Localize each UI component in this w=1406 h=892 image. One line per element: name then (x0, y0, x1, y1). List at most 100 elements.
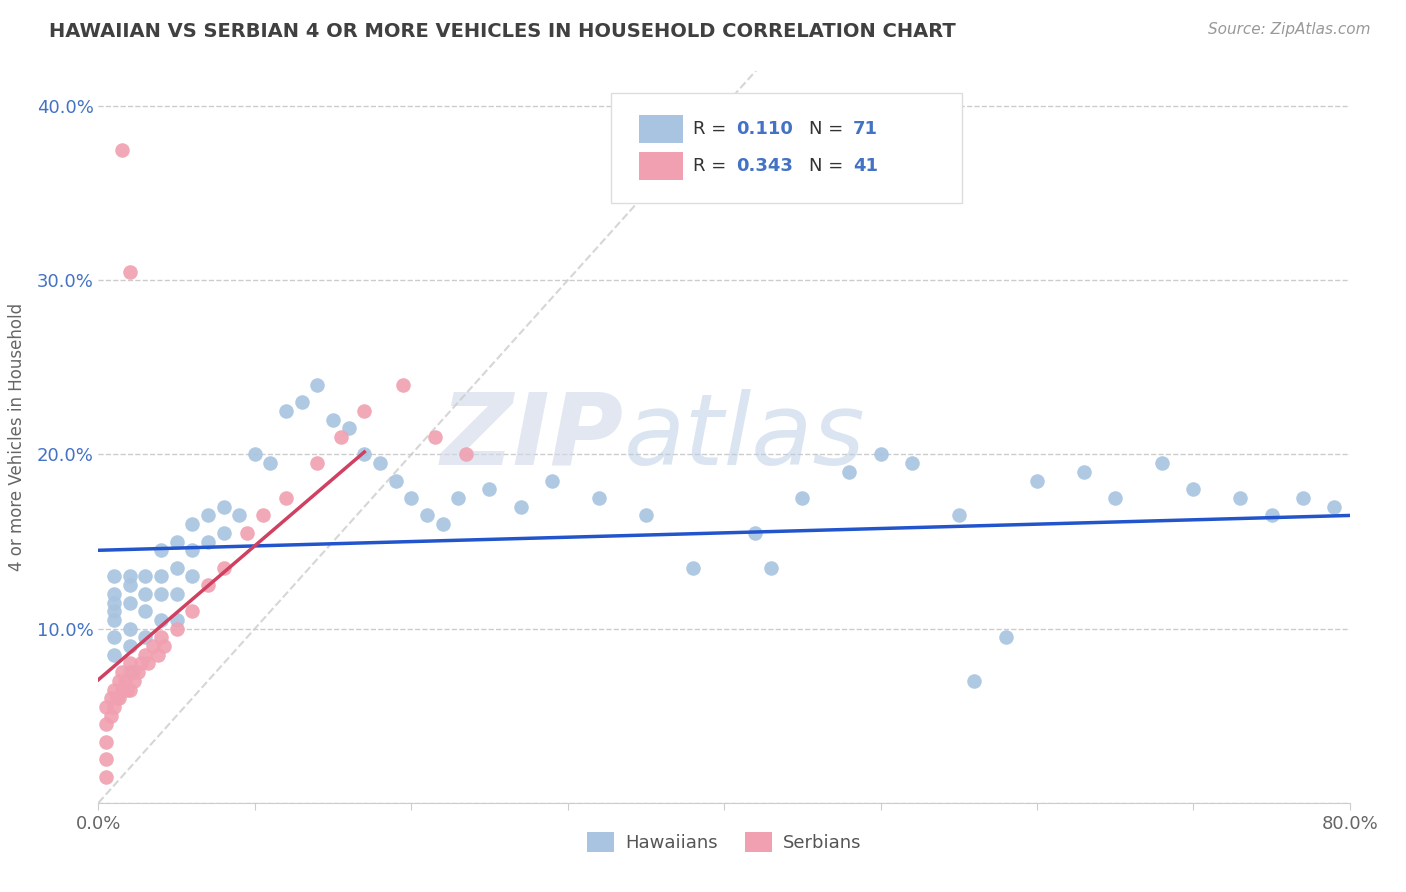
Point (166, 560, 188, 574)
Point (792, 491, 814, 505)
Point (197, 534, 219, 549)
Point (150, 587, 173, 601)
Text: R =: R = (693, 120, 731, 138)
Point (948, 508, 970, 523)
Text: 41: 41 (853, 157, 877, 175)
Point (107, 673, 129, 688)
Point (121, 665, 143, 680)
Point (212, 525, 235, 540)
Point (212, 560, 235, 574)
Text: atlas: atlas (624, 389, 866, 485)
Point (134, 631, 156, 645)
Point (114, 673, 136, 688)
Point (454, 448, 477, 462)
Point (134, 569, 156, 583)
Point (181, 543, 204, 558)
Point (759, 560, 782, 574)
Point (994, 631, 1017, 645)
Point (353, 448, 375, 462)
Point (153, 639, 176, 653)
Point (447, 491, 470, 505)
Point (124, 673, 146, 688)
Text: 0.343: 0.343 (737, 157, 793, 175)
Point (259, 456, 281, 470)
Point (307, 377, 329, 392)
Point (150, 569, 173, 583)
Text: 0.110: 0.110 (737, 120, 793, 138)
Point (392, 377, 415, 392)
Point (142, 639, 165, 653)
Point (1182, 483, 1205, 497)
Point (509, 500, 531, 514)
Point (307, 456, 329, 470)
Point (118, 595, 141, 609)
Text: N =: N = (810, 157, 849, 175)
Point (1292, 491, 1315, 505)
Point (103, 587, 125, 601)
Point (118, 578, 141, 592)
Point (478, 483, 501, 497)
Point (1104, 491, 1126, 505)
Point (103, 613, 125, 627)
Point (181, 604, 204, 618)
Point (1152, 456, 1174, 470)
Point (96, 717, 118, 731)
Point (166, 622, 188, 636)
Point (100, 708, 122, 723)
Point (107, 691, 129, 706)
Point (212, 500, 235, 514)
Point (103, 595, 125, 609)
Point (150, 631, 173, 645)
Legend: Hawaiians, Serbians: Hawaiians, Serbians (579, 824, 869, 860)
Point (111, 682, 134, 697)
Point (166, 587, 188, 601)
Point (541, 474, 564, 488)
Point (96, 735, 118, 749)
Point (416, 508, 439, 523)
Point (291, 395, 314, 409)
Text: HAWAIIAN VS SERBIAN 4 OR MORE VEHICLES IN HOUSEHOLD CORRELATION CHART: HAWAIIAN VS SERBIAN 4 OR MORE VEHICLES I… (49, 22, 956, 41)
Point (118, 657, 141, 671)
Bar (638, 115, 683, 143)
Point (353, 404, 375, 418)
Point (236, 525, 259, 540)
Point (96, 752, 118, 766)
Point (105, 691, 128, 706)
Point (423, 430, 446, 444)
Point (115, 682, 138, 697)
Point (150, 613, 173, 627)
Text: R =: R = (693, 157, 731, 175)
Text: ZIP: ZIP (441, 389, 624, 485)
Text: Source: ZipAtlas.com: Source: ZipAtlas.com (1208, 22, 1371, 37)
Point (96, 700, 118, 714)
Point (103, 604, 125, 618)
Point (103, 569, 125, 583)
Point (1323, 500, 1346, 514)
Point (588, 491, 610, 505)
Point (869, 448, 891, 462)
Point (118, 682, 141, 697)
Point (100, 691, 122, 706)
Point (838, 465, 860, 479)
FancyBboxPatch shape (612, 94, 962, 203)
Point (1260, 508, 1282, 523)
Point (1229, 491, 1251, 505)
Point (166, 534, 188, 549)
Point (150, 543, 173, 558)
Point (166, 613, 188, 627)
Point (103, 631, 125, 645)
Point (900, 456, 922, 470)
Point (682, 560, 704, 574)
Point (197, 578, 219, 592)
Point (274, 491, 298, 505)
Point (111, 143, 134, 157)
Point (146, 648, 169, 662)
Point (127, 665, 149, 680)
Point (103, 648, 125, 662)
Point (243, 448, 266, 462)
Point (197, 508, 219, 523)
Point (274, 404, 298, 418)
Point (138, 657, 160, 671)
Point (1073, 465, 1095, 479)
Point (103, 682, 125, 697)
